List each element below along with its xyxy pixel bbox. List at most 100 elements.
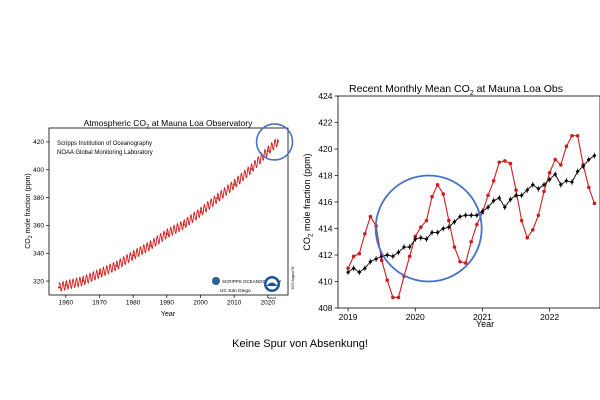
- right-ytick-label: 412: [318, 250, 332, 260]
- trend-point: [407, 245, 412, 250]
- monthly-mean-point: [357, 251, 362, 256]
- monthly-mean-point: [441, 192, 446, 196]
- right-ytick-label: 418: [318, 170, 332, 180]
- trend-point: [502, 205, 507, 210]
- monthly-mean-point: [379, 258, 384, 263]
- monthly-mean-point: [430, 194, 434, 199]
- left-data-point: [182, 223, 185, 226]
- trend-point: [525, 188, 530, 193]
- right-highlight-circle: [374, 174, 483, 283]
- left-ytick-label: 380: [33, 195, 44, 202]
- left-data-point: [98, 272, 101, 275]
- trend-point: [491, 198, 496, 203]
- trend-point: [435, 230, 440, 235]
- left-chart-title: Atmospheric CO2 at Mauna Loa Observatory: [84, 118, 253, 131]
- right-xtick-label: 2022: [540, 312, 559, 322]
- scripps-logo-text: SCRIPPS OCEANOGRAPHY: [222, 279, 282, 284]
- monthly-mean-point: [469, 239, 474, 244]
- left-ytick-label: 400: [33, 167, 44, 174]
- right-xtick-label: 2020: [406, 312, 425, 322]
- left-data-point: [132, 254, 135, 257]
- right-ytick-label: 408: [318, 303, 332, 313]
- monthly-mean-point: [419, 225, 423, 229]
- trend-point: [413, 237, 418, 242]
- trend-point: [508, 197, 513, 202]
- trend-point: [430, 230, 435, 235]
- monthly-mean-point: [447, 218, 451, 223]
- trend-point: [424, 237, 429, 242]
- monthly-mean-point: [486, 193, 490, 198]
- monthly-mean-point: [435, 182, 440, 187]
- left-x-axis-label: Year: [161, 311, 176, 318]
- left-data-point: [57, 286, 61, 289]
- monthly-mean-point: [542, 189, 546, 194]
- left-xtick-label: 1970: [92, 300, 107, 307]
- monthly-mean-point: [564, 144, 569, 149]
- monthly-mean-point: [525, 235, 530, 240]
- left-data-point: [233, 183, 236, 186]
- left-series-line: [58, 138, 279, 293]
- left-xtick-label: 1960: [59, 300, 74, 307]
- scripps-seal-icon: [212, 277, 220, 285]
- trend-point: [446, 225, 451, 230]
- left-data-point: [148, 244, 152, 247]
- monthly-mean-point: [396, 295, 401, 300]
- trend-point: [486, 205, 490, 210]
- left-xtick-label: 2000: [193, 300, 208, 307]
- monthly-mean-point: [351, 254, 356, 259]
- monthly-mean-point: [407, 254, 412, 259]
- left-data-point: [266, 149, 269, 153]
- left-chart-footnote: 2023 August 05: [291, 266, 295, 289]
- left-xtick-label: 1990: [160, 300, 175, 307]
- monthly-mean-point: [531, 228, 535, 232]
- left-xtick-label: 1980: [126, 300, 141, 307]
- left-ytick-label: 360: [33, 223, 44, 230]
- trend-point: [542, 182, 547, 187]
- scripps-logo: SCRIPPS OCEANOGRAPHY UC San Diego: [212, 277, 282, 294]
- left-xtick-label: 2010: [227, 300, 242, 307]
- monthly-mean-point: [575, 133, 580, 138]
- monthly-mean-point: [536, 213, 541, 218]
- monthly-mean-point: [519, 218, 524, 223]
- right-ytick-label: 416: [318, 197, 332, 207]
- noaa-logo: NOAA: [264, 276, 280, 300]
- monthly-mean-point: [547, 171, 552, 175]
- monthly-mean-point: [368, 214, 373, 219]
- trend-point: [536, 186, 541, 191]
- monthly-mean-point: [503, 159, 507, 163]
- monthly-mean-point: [570, 133, 574, 138]
- right-chart: Recent Monthly Mean CO2 at Mauna Loa Obs…: [302, 83, 600, 329]
- monthly-mean-point: [385, 278, 390, 282]
- left-ytick-label: 320: [33, 278, 44, 285]
- monthly-mean-point: [475, 222, 479, 227]
- trend-point: [402, 245, 407, 250]
- monthly-mean-point: [497, 160, 502, 165]
- left-data-point: [276, 140, 280, 143]
- institution-line-1: Scripps Institution of Oceanography: [57, 141, 152, 147]
- left-data-point: [249, 167, 253, 171]
- right-ytick-label: 410: [318, 276, 332, 286]
- monthly-mean-point: [491, 179, 496, 183]
- monthly-mean-point: [514, 188, 518, 192]
- trend-point: [351, 266, 356, 271]
- right-chart-title: Recent Monthly Mean CO2 at Mauna Loa Obs: [349, 83, 563, 97]
- monthly-mean-point: [346, 266, 350, 271]
- monthly-mean-point: [586, 185, 591, 190]
- monthly-mean-point: [452, 245, 457, 249]
- right-ytick-label: 422: [318, 117, 332, 127]
- left-xtick-label: 2020: [261, 300, 276, 307]
- right-ytick-label: 420: [318, 144, 332, 154]
- institution-line-2: NOAA Global Monitoring Laboratory: [57, 150, 153, 156]
- right-xtick-label: 2021: [473, 312, 492, 322]
- left-ytick-label: 420: [33, 139, 44, 146]
- trend-point: [346, 270, 351, 275]
- monthly-mean-point: [458, 259, 462, 264]
- monthly-mean-point: [463, 261, 468, 265]
- monthly-mean-point: [363, 232, 367, 236]
- monthly-mean-point: [391, 295, 395, 300]
- left-chart: Atmospheric CO2 at Mauna Loa Observatory…: [25, 118, 295, 318]
- trend-point: [396, 250, 401, 255]
- left-data-point: [64, 284, 67, 287]
- left-ytick-label: 340: [33, 251, 44, 258]
